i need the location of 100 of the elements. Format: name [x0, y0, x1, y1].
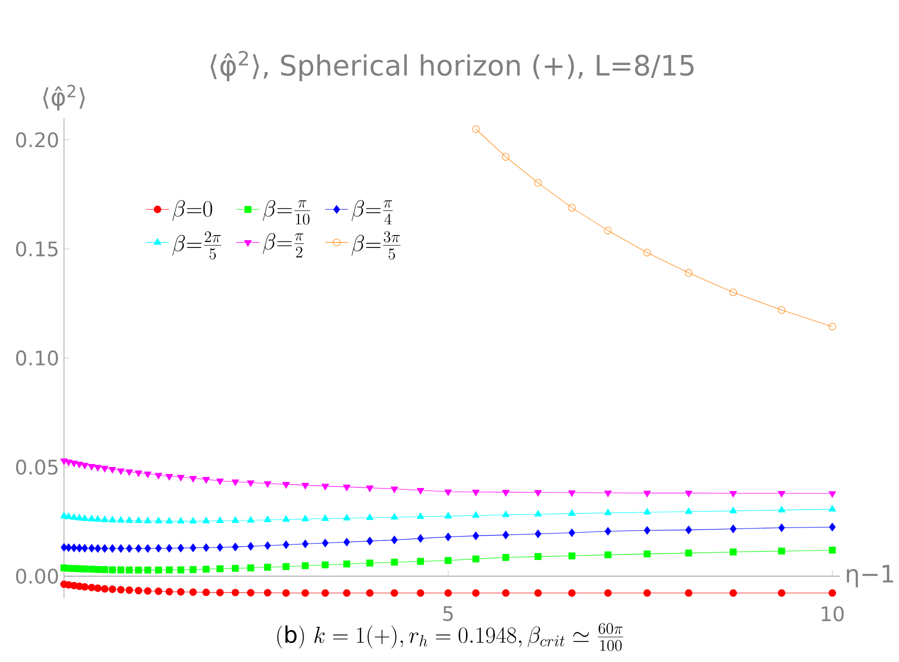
point [322, 538, 329, 548]
point [126, 469, 134, 476]
point [302, 540, 309, 548]
point [76, 462, 84, 468]
point [190, 544, 196, 552]
point [232, 564, 239, 572]
point [216, 588, 224, 596]
point [154, 472, 162, 480]
point [88, 514, 96, 522]
point [126, 586, 134, 594]
point [216, 543, 224, 552]
point [366, 536, 374, 546]
point [118, 544, 124, 553]
point [730, 524, 736, 534]
point [302, 562, 309, 570]
point [246, 589, 254, 596]
y-tick-label: 0.00 [16, 568, 58, 584]
point [444, 589, 452, 597]
legend-label: $\beta{=}0$ [172, 200, 212, 221]
point [155, 544, 162, 553]
point [109, 544, 116, 553]
chart-title: ⟨φ̂$^{2}$⟩, Spherical horizon (+), L=8/15 [210, 50, 694, 82]
point [502, 490, 510, 496]
point [416, 488, 424, 494]
legend-label: $\beta{=}\frac{\pi}{2}$ [262, 233, 304, 258]
point [828, 491, 836, 498]
point [684, 507, 692, 514]
point [604, 490, 612, 498]
point [472, 125, 480, 133]
point [232, 588, 240, 596]
point [534, 510, 542, 516]
point [166, 588, 173, 596]
point [88, 584, 96, 592]
point [166, 474, 173, 481]
point [390, 513, 398, 520]
point [202, 566, 210, 573]
point [534, 179, 542, 187]
point [534, 553, 542, 560]
point [604, 226, 612, 234]
point [829, 522, 836, 532]
point [155, 566, 162, 574]
point [444, 557, 452, 564]
point [444, 512, 452, 518]
point [684, 490, 692, 498]
point [534, 589, 542, 597]
point [322, 514, 329, 521]
point [117, 566, 124, 574]
point [154, 516, 162, 524]
point [685, 526, 692, 534]
point [134, 586, 142, 594]
point [100, 466, 108, 472]
point [391, 536, 398, 544]
point [144, 566, 152, 574]
point [202, 543, 210, 552]
point [390, 589, 398, 597]
point [390, 486, 398, 494]
point [568, 528, 576, 538]
point [60, 543, 68, 552]
point [76, 544, 83, 552]
point [472, 589, 480, 597]
point [202, 477, 210, 484]
point [502, 554, 510, 561]
y-tick-label: 0.20 [16, 132, 58, 148]
point [216, 516, 224, 524]
point [108, 586, 116, 594]
point [108, 516, 116, 522]
point [177, 474, 185, 482]
point [416, 589, 424, 597]
point [778, 306, 786, 314]
point [100, 516, 108, 522]
point [70, 544, 78, 552]
point [76, 514, 84, 520]
point [604, 589, 612, 597]
point [282, 589, 290, 597]
point [343, 589, 350, 597]
point [144, 516, 152, 524]
point [604, 526, 612, 536]
point [828, 504, 836, 512]
point [828, 322, 836, 330]
point [126, 516, 134, 523]
point [366, 560, 374, 567]
point [81, 583, 88, 591]
point [343, 484, 350, 492]
y-tick-label: 0.05 [16, 460, 58, 475]
point [472, 511, 480, 518]
point [778, 523, 785, 532]
point [70, 513, 78, 520]
point [81, 462, 88, 470]
point [264, 589, 272, 596]
x-axis-title: η−1 [846, 564, 894, 588]
point [322, 484, 329, 490]
text: $\mathrm{(b)}\ k=1(+), r_h=0.1948, \beta_{crit}\simeq\frac{60\pi}{100}$ [277, 623, 624, 651]
point [126, 566, 133, 574]
point [144, 587, 152, 595]
point [178, 544, 184, 552]
point [81, 566, 88, 572]
point [604, 551, 612, 558]
point [81, 544, 88, 553]
point [643, 508, 651, 515]
legend-label: $\beta{=}\frac{3\pi}{5}$ [352, 231, 400, 260]
